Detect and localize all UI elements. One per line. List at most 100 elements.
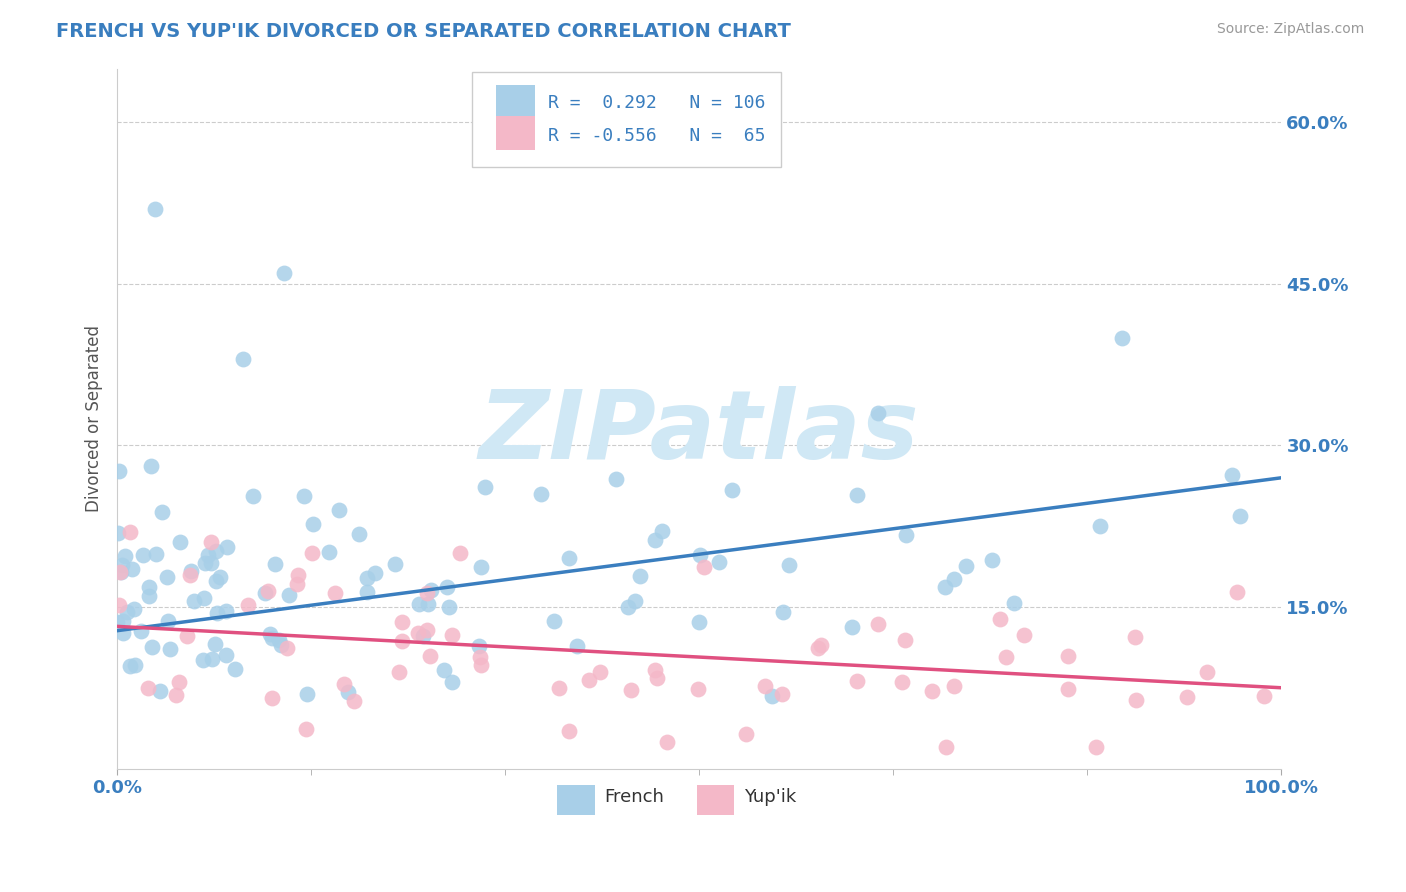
Point xyxy=(408,597,430,611)
Point xyxy=(994,650,1017,665)
FancyBboxPatch shape xyxy=(495,85,536,119)
FancyBboxPatch shape xyxy=(472,72,780,167)
Point xyxy=(118,659,141,673)
Point xyxy=(236,599,259,613)
Point xyxy=(165,688,187,702)
Text: FRENCH VS YUP'IK DIVORCED OR SEPARATED CORRELATION CHART: FRENCH VS YUP'IK DIVORCED OR SEPARATED C… xyxy=(56,22,792,41)
Point xyxy=(276,641,298,656)
Point xyxy=(688,615,710,629)
FancyBboxPatch shape xyxy=(697,785,734,815)
Point xyxy=(323,586,346,600)
Point xyxy=(197,548,219,562)
Point xyxy=(200,535,222,549)
Point xyxy=(217,540,239,554)
Point xyxy=(565,640,588,654)
Point xyxy=(328,503,350,517)
Point xyxy=(107,526,129,541)
Point xyxy=(108,464,131,478)
Y-axis label: Divorced or Separated: Divorced or Separated xyxy=(86,325,103,512)
Point xyxy=(441,675,464,690)
Point xyxy=(433,663,456,677)
Point xyxy=(942,572,965,586)
Point xyxy=(589,665,612,680)
Point xyxy=(169,675,191,690)
Point xyxy=(921,683,943,698)
Point xyxy=(262,631,284,645)
Point xyxy=(578,673,600,687)
Point xyxy=(468,639,491,653)
Point xyxy=(287,567,309,582)
Point xyxy=(707,555,730,569)
Point xyxy=(1175,690,1198,705)
Point xyxy=(543,614,565,628)
Point xyxy=(628,568,651,582)
Point xyxy=(193,591,215,605)
Point xyxy=(204,637,226,651)
Point xyxy=(132,548,155,562)
Point xyxy=(179,567,201,582)
Point xyxy=(337,685,360,699)
Point xyxy=(644,663,666,677)
Text: R =  0.292   N = 106: R = 0.292 N = 106 xyxy=(548,95,765,112)
Point xyxy=(391,634,413,648)
Point xyxy=(942,679,965,693)
Point xyxy=(721,483,744,498)
Point xyxy=(647,671,669,685)
Point xyxy=(616,599,638,614)
Point xyxy=(1253,689,1275,703)
Point xyxy=(558,550,581,565)
Point xyxy=(894,633,917,648)
Point xyxy=(439,600,461,615)
Point xyxy=(619,682,641,697)
Point xyxy=(449,546,471,560)
Point xyxy=(416,586,439,600)
Point xyxy=(689,548,711,562)
Point xyxy=(894,528,917,542)
Point xyxy=(292,489,315,503)
Point xyxy=(141,459,163,474)
Point xyxy=(343,694,366,708)
Point xyxy=(141,640,163,654)
Point xyxy=(412,629,434,643)
Point xyxy=(301,546,323,560)
Point xyxy=(1123,630,1146,644)
Text: Yup'ik: Yup'ik xyxy=(744,788,796,805)
Point xyxy=(156,615,179,629)
Point xyxy=(138,581,160,595)
Point xyxy=(1111,331,1133,345)
Point xyxy=(149,684,172,698)
Point xyxy=(408,626,430,640)
Point xyxy=(772,606,794,620)
Point xyxy=(118,524,141,539)
Point xyxy=(138,589,160,603)
Point xyxy=(1226,585,1249,599)
Point xyxy=(108,565,131,579)
Point xyxy=(693,560,716,574)
Point xyxy=(436,580,458,594)
Point xyxy=(418,597,440,611)
Point xyxy=(384,557,406,571)
Point xyxy=(318,545,340,559)
Point xyxy=(273,266,295,280)
Point xyxy=(468,650,491,665)
Point xyxy=(110,565,132,579)
Point xyxy=(470,559,492,574)
Point xyxy=(734,727,756,741)
FancyBboxPatch shape xyxy=(495,116,536,151)
Point xyxy=(156,570,179,584)
Point xyxy=(143,202,166,216)
Text: French: French xyxy=(603,788,664,805)
Point xyxy=(242,489,264,503)
Point xyxy=(205,574,228,588)
Point xyxy=(1084,739,1107,754)
Point xyxy=(419,649,441,664)
Point xyxy=(205,606,228,620)
Point xyxy=(169,534,191,549)
Point xyxy=(124,658,146,673)
Text: R = -0.556   N =  65: R = -0.556 N = 65 xyxy=(548,127,765,145)
Point xyxy=(1057,649,1080,664)
Point xyxy=(204,544,226,558)
Point xyxy=(890,675,912,690)
Point xyxy=(295,687,318,701)
Point xyxy=(136,681,159,695)
